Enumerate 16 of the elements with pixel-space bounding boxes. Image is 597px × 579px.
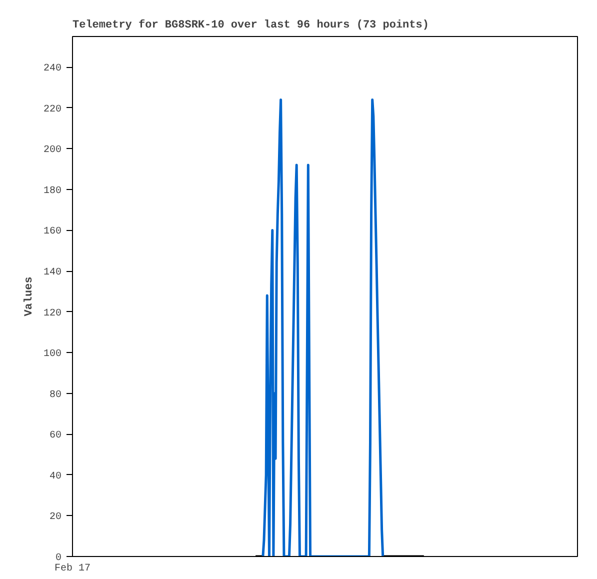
y-tick-label: 200 bbox=[43, 145, 62, 156]
y-tick-label: 80 bbox=[50, 390, 62, 401]
y-tick-label: 240 bbox=[43, 64, 62, 75]
y-tick-label: 0 bbox=[56, 553, 62, 564]
chart-title: Telemetry for BG8SRK-10 over last 96 hours (73 points) bbox=[72, 18, 429, 32]
y-tick-label: 40 bbox=[50, 471, 62, 482]
y-tick-label: 140 bbox=[43, 268, 62, 279]
text: Feb 17 bbox=[54, 562, 91, 574]
y-tick-label: 120 bbox=[43, 308, 62, 320]
y-axis-title: Values bbox=[23, 276, 36, 316]
y-tick-label: 100 bbox=[43, 349, 62, 360]
y-tick-label: 180 bbox=[43, 186, 62, 197]
y-tick-label: 220 bbox=[43, 104, 62, 116]
y-tick-label: 20 bbox=[50, 512, 62, 524]
y-tick-label: 160 bbox=[43, 226, 62, 238]
y-tick-label: 60 bbox=[50, 430, 62, 442]
